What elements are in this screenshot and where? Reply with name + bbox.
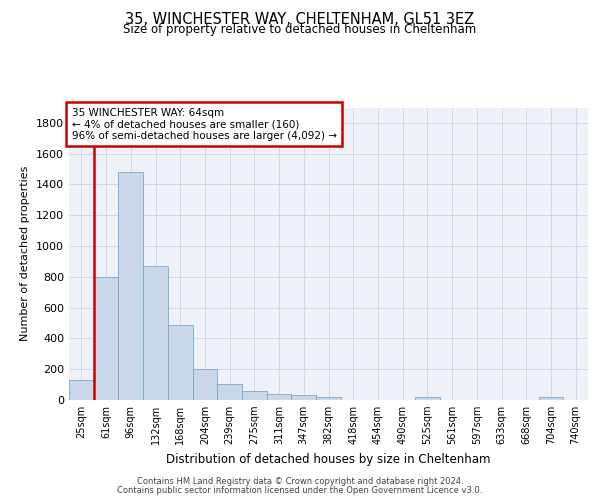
Bar bbox=[143, 266, 168, 400]
Bar bbox=[539, 397, 563, 400]
Y-axis label: Number of detached properties: Number of detached properties bbox=[20, 166, 31, 342]
Bar bbox=[316, 396, 341, 400]
Bar bbox=[267, 394, 292, 400]
Text: 35, WINCHESTER WAY, CHELTENHAM, GL51 3EZ: 35, WINCHESTER WAY, CHELTENHAM, GL51 3EZ bbox=[125, 12, 475, 28]
Bar bbox=[217, 384, 242, 400]
Bar bbox=[242, 391, 267, 400]
Text: Size of property relative to detached houses in Cheltenham: Size of property relative to detached ho… bbox=[124, 22, 476, 36]
Bar bbox=[193, 369, 217, 400]
Bar bbox=[118, 172, 143, 400]
Text: Contains HM Land Registry data © Crown copyright and database right 2024.: Contains HM Land Registry data © Crown c… bbox=[137, 477, 463, 486]
Bar bbox=[69, 380, 94, 400]
Bar bbox=[168, 324, 193, 400]
Text: Contains public sector information licensed under the Open Government Licence v3: Contains public sector information licen… bbox=[118, 486, 482, 495]
Bar bbox=[292, 396, 316, 400]
Bar bbox=[94, 277, 118, 400]
X-axis label: Distribution of detached houses by size in Cheltenham: Distribution of detached houses by size … bbox=[166, 452, 491, 466]
Text: 35 WINCHESTER WAY: 64sqm
← 4% of detached houses are smaller (160)
96% of semi-d: 35 WINCHESTER WAY: 64sqm ← 4% of detache… bbox=[71, 108, 337, 140]
Bar bbox=[415, 397, 440, 400]
